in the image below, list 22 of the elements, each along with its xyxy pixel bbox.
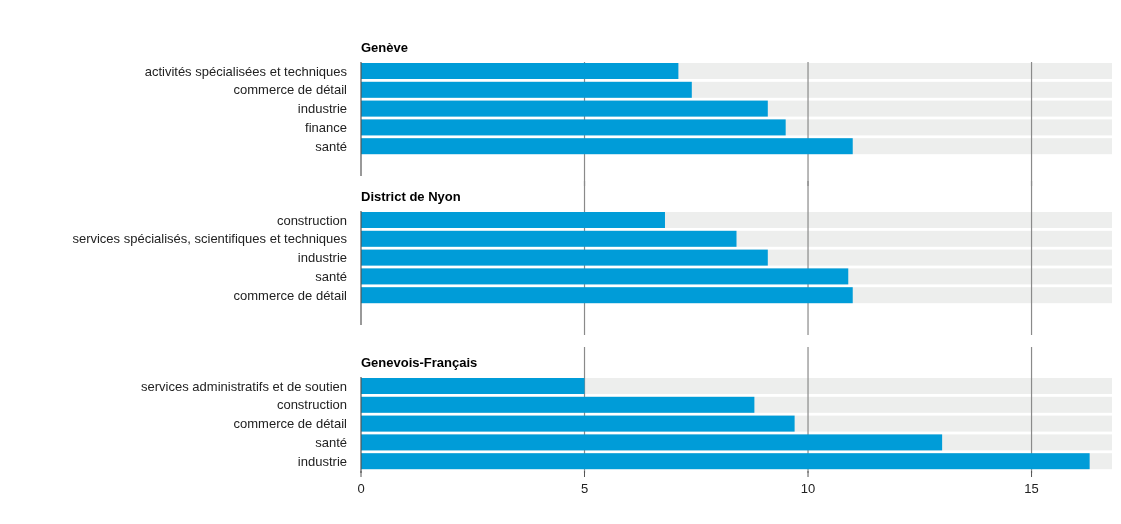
x-tick-label: 15 bbox=[1024, 481, 1039, 496]
x-tick-label: 0 bbox=[357, 481, 365, 496]
chart-title: Genevois-Français bbox=[361, 355, 478, 370]
x-tick-label: 10 bbox=[800, 481, 816, 496]
y-tick-label: santé bbox=[315, 138, 347, 154]
y-tick-label: services spécialisés, scientifiques et techniques bbox=[72, 231, 348, 247]
y-tick-label: services administratifs et de soutien bbox=[141, 378, 347, 394]
y-tick-label: santé bbox=[315, 434, 347, 450]
x-tick-label: 5 bbox=[580, 481, 589, 496]
y-tick-label: industrie bbox=[297, 101, 347, 117]
y-tick-label: commerce de détail bbox=[233, 287, 348, 303]
chart-title: Genève bbox=[361, 40, 408, 55]
y-tick-label: commerce de détail bbox=[233, 416, 348, 432]
chart-title: District de Nyon bbox=[361, 189, 461, 204]
y-tick-label: activités spécialisées et techniques bbox=[144, 63, 348, 79]
y-tick-label: finance bbox=[305, 119, 347, 135]
y-tick-label: industrie bbox=[297, 453, 347, 469]
y-tick-label: santé bbox=[315, 268, 347, 284]
y-tick-label: construction bbox=[276, 212, 347, 228]
y-tick-label: construction bbox=[276, 397, 347, 413]
y-tick-label: industrie bbox=[297, 250, 347, 266]
y-tick-label: commerce de détail bbox=[233, 82, 348, 98]
